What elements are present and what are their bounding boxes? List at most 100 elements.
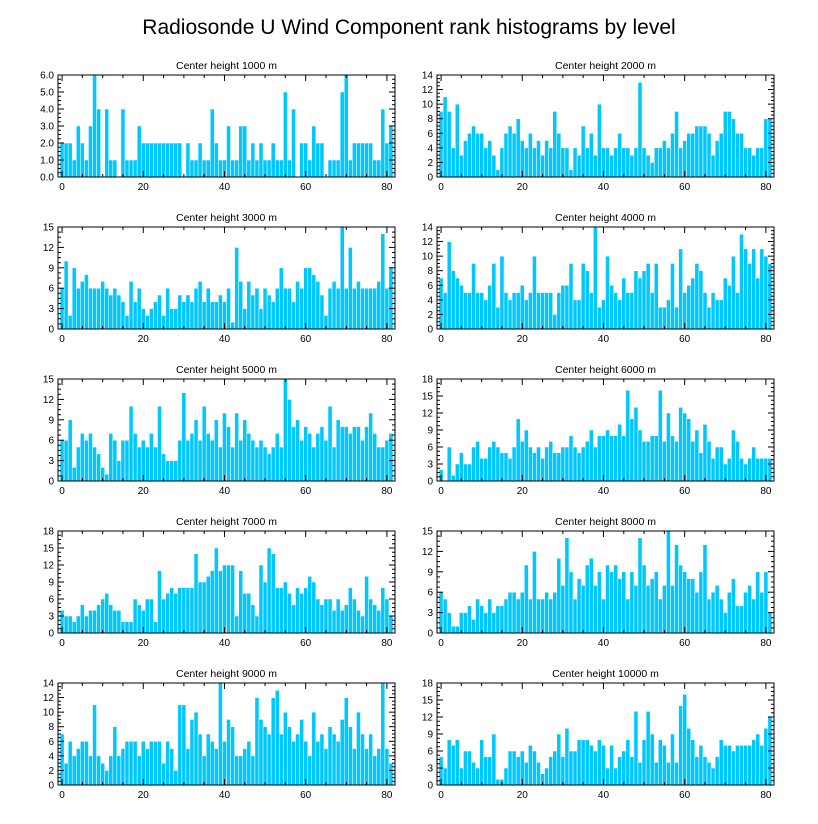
bar (743, 591, 748, 634)
bar (218, 570, 223, 634)
bar (185, 587, 191, 634)
bar (311, 274, 317, 330)
bar (629, 292, 635, 330)
bar (295, 587, 300, 634)
bar (507, 591, 513, 634)
bar (499, 255, 505, 330)
bar (743, 147, 748, 178)
bar (136, 287, 142, 330)
y-tick-label: 10 (422, 100, 434, 111)
bar (270, 301, 276, 330)
bar (499, 605, 505, 634)
bar (132, 598, 138, 634)
bar (463, 292, 468, 330)
bar (678, 248, 683, 330)
bar (475, 598, 480, 634)
bar (193, 287, 199, 330)
bar (128, 281, 134, 330)
bar (136, 755, 142, 786)
bar (755, 147, 761, 178)
bar (459, 612, 464, 634)
y-tick-label: 6 (427, 281, 433, 292)
bar (185, 142, 191, 178)
bar (149, 308, 154, 330)
bar (609, 745, 614, 786)
bar (597, 571, 602, 634)
x-tick-label: 80 (381, 486, 393, 497)
bar (299, 287, 304, 330)
bar (197, 581, 203, 634)
bar (641, 739, 647, 786)
bar (112, 159, 118, 178)
bar (743, 745, 748, 786)
bar (352, 426, 357, 482)
bar (348, 159, 353, 178)
bar (112, 610, 118, 634)
bar (767, 458, 773, 482)
panel-4: Center height 4000 m 0 20 40 60 80 0 2 4 6 8 10 12 14 (422, 212, 775, 345)
x-tick-label: 40 (598, 790, 610, 801)
bar (564, 537, 570, 634)
bar (230, 446, 235, 482)
bar (739, 458, 744, 482)
bar (641, 147, 647, 178)
bar (442, 96, 448, 178)
bar (467, 605, 472, 634)
bar (384, 439, 390, 482)
bar (511, 591, 517, 634)
bar (331, 159, 337, 178)
bar (552, 111, 558, 178)
x-tick-label: 20 (138, 334, 150, 345)
bar (568, 263, 574, 330)
bar (580, 263, 586, 330)
bar (177, 439, 183, 482)
bar (327, 598, 333, 634)
bar (637, 82, 643, 178)
bar (327, 405, 333, 482)
bar (149, 433, 154, 482)
bar (495, 605, 501, 634)
bar (564, 446, 570, 482)
bar (376, 610, 382, 634)
y-tick-label: 12 (43, 395, 55, 406)
bar (564, 285, 570, 330)
bar (100, 598, 105, 634)
bar (487, 140, 493, 178)
y-tick-label: 0 (48, 629, 54, 640)
bar (157, 294, 162, 330)
bar (706, 441, 712, 482)
bar (274, 690, 280, 786)
bar (524, 299, 529, 330)
bar (234, 412, 239, 482)
bar (666, 530, 671, 634)
bar (455, 463, 460, 482)
bar (515, 118, 521, 178)
bar (739, 605, 744, 634)
bar (266, 294, 272, 330)
bar (491, 263, 497, 330)
bar (605, 767, 610, 786)
y-tick-label: 0 (427, 781, 433, 792)
bar (645, 585, 651, 634)
bar (250, 142, 256, 178)
bar (153, 446, 158, 482)
bar (633, 711, 639, 786)
bar (714, 140, 720, 178)
bar (698, 745, 704, 786)
bar (706, 598, 712, 634)
bar (471, 446, 476, 482)
panel-title: Center height 6000 m (555, 364, 656, 376)
bar (214, 748, 219, 786)
x-tick-label: 40 (219, 638, 231, 649)
y-tick-label: 6 (427, 129, 433, 140)
bar (580, 739, 586, 786)
bar (702, 424, 708, 482)
bar (161, 762, 166, 786)
bar (613, 147, 618, 178)
bar (287, 399, 292, 482)
bar (205, 287, 211, 330)
bar (376, 748, 382, 786)
bar (88, 433, 93, 482)
bar (556, 452, 562, 482)
x-tick-label: 0 (59, 182, 65, 193)
